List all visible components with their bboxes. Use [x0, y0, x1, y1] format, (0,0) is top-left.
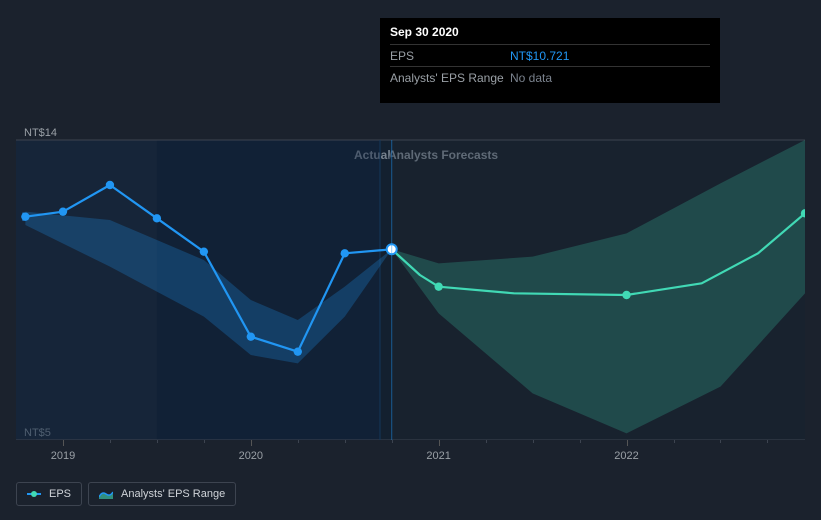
x-tick-minor	[720, 440, 721, 443]
x-tick-minor	[157, 440, 158, 443]
chart-legend: EPS Analysts' EPS Range	[16, 482, 236, 506]
x-tick-label: 2020	[239, 450, 263, 462]
x-tick-minor	[392, 440, 393, 443]
legend-item[interactable]: Analysts' EPS Range	[88, 482, 236, 506]
tooltip-row-value: No data	[510, 70, 552, 86]
tooltip-row: Analysts' EPS RangeNo data	[390, 66, 710, 88]
chart-tooltip: Sep 30 2020 EPSNT$10.721Analysts' EPS Ra…	[380, 18, 720, 103]
x-tick-label: 2019	[51, 450, 75, 462]
x-tick-minor	[204, 440, 205, 443]
x-tick-minor	[345, 440, 346, 443]
x-tick-label: 2021	[426, 450, 450, 462]
legend-item[interactable]: EPS	[16, 482, 82, 506]
x-tick-label: 2022	[614, 450, 638, 462]
x-tick-minor	[674, 440, 675, 443]
legend-swatch-icon	[99, 489, 113, 499]
legend-swatch-icon	[27, 493, 41, 495]
x-tick-major	[251, 440, 252, 446]
legend-label: Analysts' EPS Range	[121, 488, 225, 500]
x-tick-minor	[533, 440, 534, 443]
tooltip-row-value: NT$10.721	[510, 48, 569, 64]
legend-label: EPS	[49, 488, 71, 500]
eps-chart[interactable]	[16, 118, 805, 450]
x-tick-minor	[767, 440, 768, 443]
x-tick-major	[63, 440, 64, 446]
x-tick-major	[439, 440, 440, 446]
tooltip-row-label: Analysts' EPS Range	[390, 70, 510, 86]
x-axis: 2019 2020 2021 2022	[16, 448, 805, 468]
x-tick-minor	[298, 440, 299, 443]
x-tick-minor	[580, 440, 581, 443]
x-tick-minor	[486, 440, 487, 443]
x-tick-major	[627, 440, 628, 446]
tooltip-row: EPSNT$10.721	[390, 44, 710, 66]
tooltip-row-label: EPS	[390, 48, 510, 64]
x-tick-minor	[110, 440, 111, 443]
tooltip-date: Sep 30 2020	[390, 24, 710, 44]
